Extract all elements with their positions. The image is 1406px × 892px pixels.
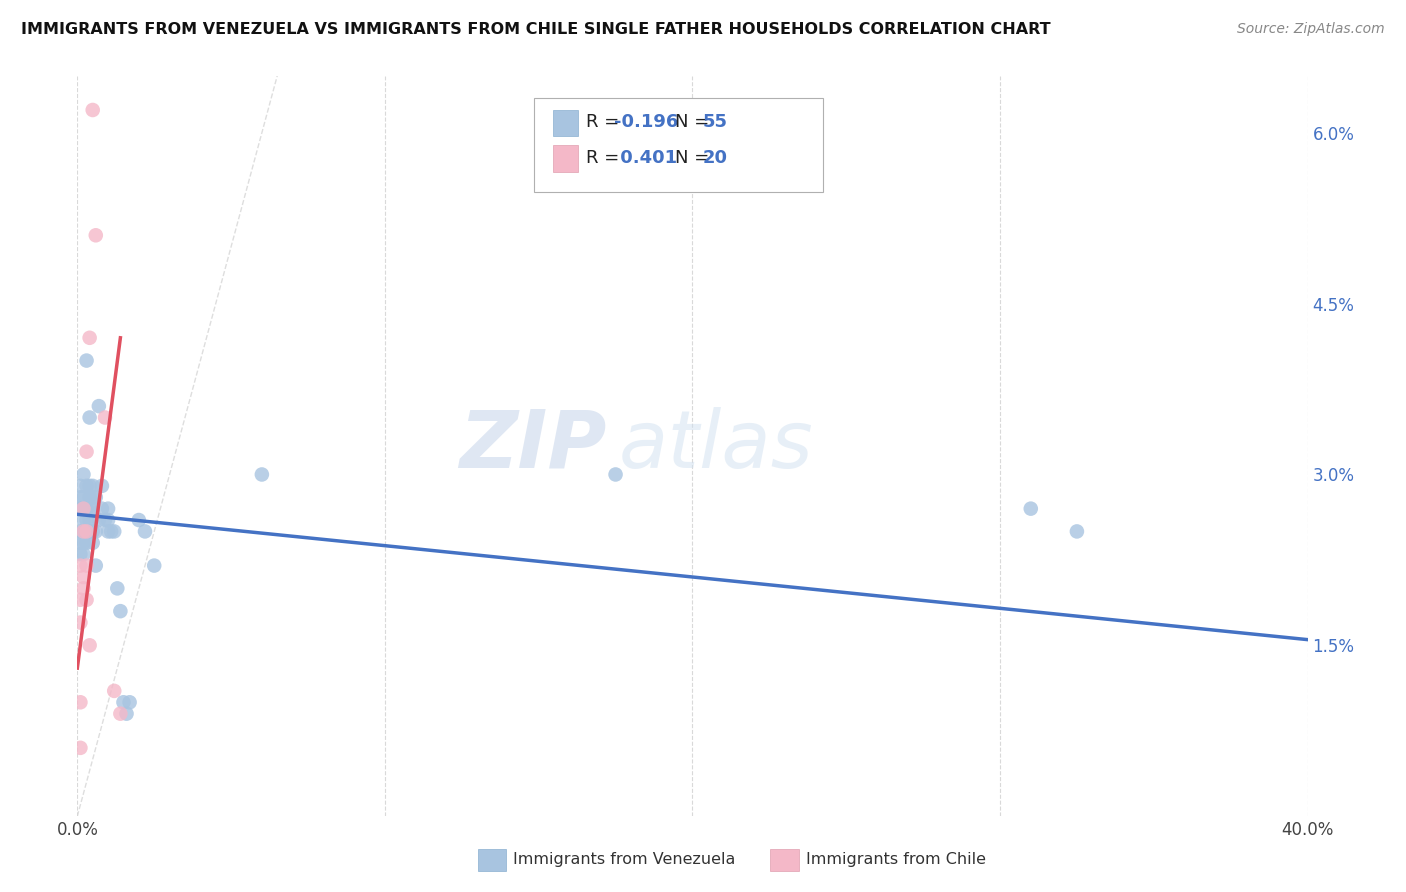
Point: [82, 501, 104, 516]
Text: 55: 55: [703, 113, 728, 131]
Point: [105, 582, 128, 596]
Point: [76, 513, 98, 527]
Text: R =: R =: [586, 149, 626, 167]
Point: [72, 513, 94, 527]
Text: IMMIGRANTS FROM VENEZUELA VS IMMIGRANTS FROM CHILE SINGLE FATHER HOUSEHOLDS CORR: IMMIGRANTS FROM VENEZUELA VS IMMIGRANTS …: [21, 22, 1050, 37]
Point: [69, 501, 91, 516]
Text: N =: N =: [675, 113, 714, 131]
Point: [72, 524, 94, 539]
Text: 20: 20: [703, 149, 728, 167]
Point: [69, 547, 91, 561]
Point: [72, 536, 94, 550]
Text: atlas: atlas: [619, 407, 814, 485]
Point: [82, 103, 104, 117]
Text: Source: ZipAtlas.com: Source: ZipAtlas.com: [1237, 22, 1385, 37]
Point: [76, 444, 98, 458]
Point: [79, 331, 101, 345]
Point: [72, 501, 94, 516]
Point: [72, 547, 94, 561]
Point: [110, 604, 132, 618]
Point: [100, 524, 122, 539]
Point: [69, 536, 91, 550]
Point: [97, 513, 120, 527]
Point: [69, 615, 91, 630]
Point: [112, 695, 135, 709]
Point: [605, 467, 627, 482]
Point: [143, 558, 166, 573]
Point: [79, 513, 101, 527]
Point: [79, 501, 101, 516]
Point: [69, 479, 91, 493]
Point: [72, 490, 94, 504]
Point: [69, 524, 91, 539]
Point: [79, 490, 101, 504]
Point: [69, 558, 91, 573]
Point: [76, 524, 98, 539]
Point: [79, 638, 101, 652]
Point: [76, 592, 98, 607]
Point: [69, 592, 91, 607]
Point: [69, 695, 91, 709]
Point: [1019, 501, 1042, 516]
Text: Immigrants from Venezuela: Immigrants from Venezuela: [513, 853, 735, 867]
Point: [76, 536, 98, 550]
Point: [115, 706, 138, 721]
Point: [72, 524, 94, 539]
Point: [84, 524, 107, 539]
Point: [76, 558, 98, 573]
Text: R =: R =: [586, 113, 626, 131]
Text: -0.196: -0.196: [614, 113, 679, 131]
Point: [79, 524, 101, 539]
Point: [94, 410, 117, 425]
Point: [103, 684, 125, 698]
Point: [69, 490, 91, 504]
Point: [82, 536, 104, 550]
Text: 0.401: 0.401: [614, 149, 678, 167]
Point: [134, 524, 156, 539]
Point: [110, 706, 132, 721]
Point: [76, 479, 98, 493]
Point: [72, 570, 94, 584]
Point: [118, 695, 141, 709]
Point: [79, 479, 101, 493]
Point: [84, 228, 107, 243]
Point: [76, 524, 98, 539]
Point: [87, 513, 110, 527]
Text: Immigrants from Chile: Immigrants from Chile: [806, 853, 986, 867]
Point: [103, 524, 125, 539]
Point: [94, 513, 117, 527]
Point: [1066, 524, 1088, 539]
Text: ZIP: ZIP: [458, 407, 606, 485]
Point: [72, 501, 94, 516]
Point: [128, 513, 150, 527]
Point: [84, 558, 107, 573]
Point: [90, 479, 114, 493]
Text: N =: N =: [675, 149, 714, 167]
Point: [76, 501, 98, 516]
Point: [82, 490, 104, 504]
Point: [82, 524, 104, 539]
Point: [87, 399, 110, 413]
Point: [82, 479, 104, 493]
Point: [79, 410, 101, 425]
Point: [90, 501, 114, 516]
Point: [76, 353, 98, 368]
Point: [84, 490, 107, 504]
Point: [97, 524, 120, 539]
Point: [72, 467, 94, 482]
Point: [250, 467, 273, 482]
Point: [69, 740, 91, 755]
Point: [97, 501, 120, 516]
Point: [72, 582, 94, 596]
